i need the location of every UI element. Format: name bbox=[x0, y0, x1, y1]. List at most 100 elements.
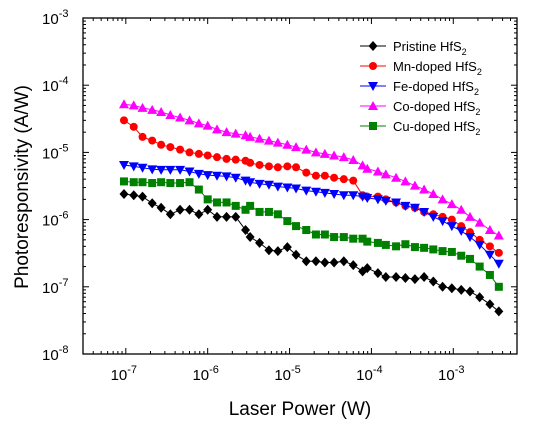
data-point bbox=[302, 168, 311, 177]
data-point bbox=[392, 242, 401, 251]
data-point bbox=[484, 250, 495, 260]
data-point bbox=[221, 127, 232, 137]
data-point bbox=[203, 151, 212, 160]
legend-item: Fe-doped HfS2 bbox=[360, 79, 479, 97]
data-point bbox=[446, 222, 457, 232]
data-point bbox=[137, 163, 148, 173]
data-point bbox=[311, 256, 321, 267]
data-point bbox=[128, 100, 139, 110]
data-point bbox=[231, 211, 241, 222]
data-point bbox=[291, 249, 301, 260]
data-point bbox=[184, 115, 195, 125]
data-point bbox=[230, 128, 241, 138]
data-point bbox=[338, 191, 349, 201]
data-point bbox=[166, 179, 175, 188]
data-point bbox=[156, 202, 166, 213]
data-point bbox=[339, 256, 349, 267]
data-point bbox=[349, 234, 358, 243]
data-point bbox=[129, 178, 138, 187]
x-tick-label: 10-4 bbox=[356, 364, 382, 384]
data-point bbox=[362, 263, 372, 274]
data-point bbox=[302, 226, 311, 235]
data-point bbox=[245, 232, 255, 243]
data-point bbox=[129, 190, 139, 201]
data-point bbox=[419, 207, 430, 217]
data-point bbox=[193, 169, 204, 179]
data-point bbox=[291, 184, 302, 194]
legend-label: Fe-doped HfS2 bbox=[393, 79, 479, 97]
data-point bbox=[485, 270, 494, 279]
data-point bbox=[212, 171, 223, 181]
data-point bbox=[428, 276, 438, 287]
data-point bbox=[203, 204, 213, 215]
data-point bbox=[176, 179, 185, 188]
data-point bbox=[363, 237, 372, 246]
legend-item: Mn-doped HfS2 bbox=[360, 59, 482, 77]
data-point bbox=[213, 153, 222, 162]
data-point bbox=[138, 191, 148, 202]
data-point bbox=[245, 131, 256, 141]
y-tick-label: 10-3 bbox=[42, 8, 68, 28]
series-4 bbox=[119, 177, 503, 291]
data-point bbox=[474, 217, 485, 227]
data-point bbox=[273, 246, 283, 257]
x-tick-label: 10-6 bbox=[192, 364, 218, 384]
data-point bbox=[466, 254, 475, 263]
data-point bbox=[494, 282, 503, 291]
data-point bbox=[329, 150, 340, 160]
data-point bbox=[401, 240, 410, 249]
data-point bbox=[311, 230, 320, 239]
data-point bbox=[165, 110, 176, 120]
data-series bbox=[118, 99, 504, 317]
data-point bbox=[283, 217, 292, 226]
data-point bbox=[283, 162, 292, 171]
data-point bbox=[329, 190, 340, 200]
data-point bbox=[446, 199, 457, 209]
data-point bbox=[255, 160, 264, 169]
data-point bbox=[438, 281, 448, 292]
legend-label: Co-doped HfS2 bbox=[393, 99, 480, 117]
data-point bbox=[465, 233, 476, 243]
data-point bbox=[221, 172, 232, 182]
data-point bbox=[362, 193, 373, 203]
legend-item: Co-doped HfS2 bbox=[360, 99, 480, 117]
data-point bbox=[447, 283, 457, 294]
data-point bbox=[348, 155, 359, 165]
data-point bbox=[391, 172, 402, 182]
data-point bbox=[409, 180, 420, 190]
data-point bbox=[157, 140, 166, 149]
data-point bbox=[175, 204, 185, 215]
data-point bbox=[380, 196, 391, 206]
data-point bbox=[128, 162, 139, 172]
data-point bbox=[194, 209, 204, 220]
data-point bbox=[202, 171, 213, 181]
data-point bbox=[349, 176, 358, 185]
data-point bbox=[292, 163, 301, 172]
data-point bbox=[241, 205, 250, 214]
data-point bbox=[272, 137, 283, 147]
data-point bbox=[373, 268, 383, 279]
data-point bbox=[166, 143, 175, 152]
data-point bbox=[373, 238, 382, 247]
data-point bbox=[202, 120, 213, 130]
data-point bbox=[420, 243, 429, 252]
data-point bbox=[147, 198, 157, 209]
data-point bbox=[185, 204, 195, 215]
data-point bbox=[494, 306, 504, 317]
data-point bbox=[400, 176, 411, 186]
data-point bbox=[310, 187, 321, 197]
data-point bbox=[156, 165, 167, 175]
data-point bbox=[301, 144, 312, 154]
data-point bbox=[264, 162, 273, 171]
data-point bbox=[254, 133, 265, 143]
data-point bbox=[429, 245, 438, 254]
data-point bbox=[409, 203, 420, 213]
data-point bbox=[428, 189, 439, 199]
data-point bbox=[320, 257, 330, 268]
data-point bbox=[119, 116, 128, 125]
data-point bbox=[381, 271, 391, 282]
data-point bbox=[456, 226, 467, 236]
data-point bbox=[282, 242, 292, 253]
y-tick-label: 10-6 bbox=[42, 210, 68, 230]
